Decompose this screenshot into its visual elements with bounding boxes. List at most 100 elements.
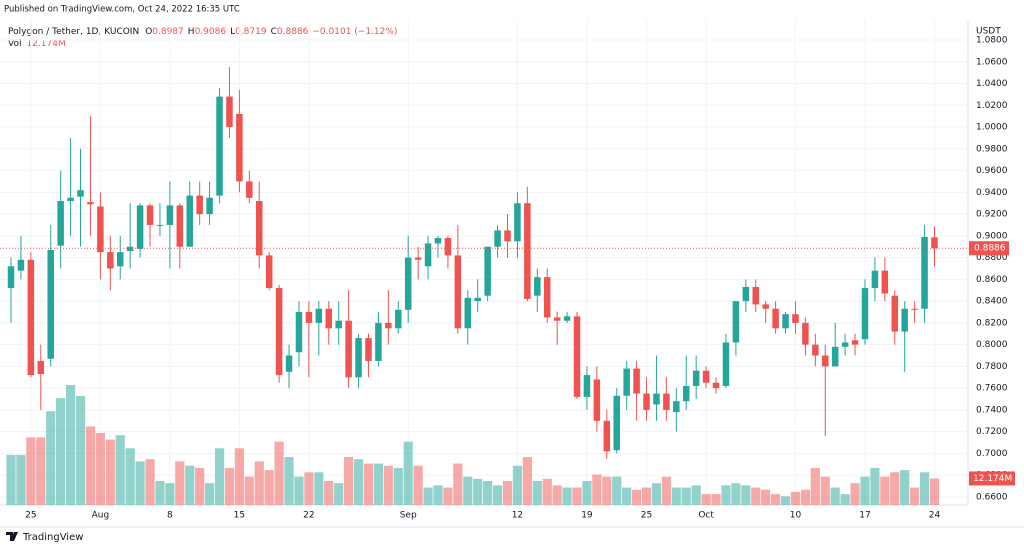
candle-body <box>275 288 283 376</box>
candle-body <box>246 181 253 198</box>
x-tick-label: Aug <box>92 511 110 521</box>
candle-body <box>315 308 323 323</box>
candle-body <box>583 375 591 397</box>
volume-bar <box>433 485 443 505</box>
volume-label: Vol <box>8 39 21 49</box>
candle-body <box>17 259 25 271</box>
volume-bar <box>95 433 105 505</box>
candle-body <box>692 370 700 386</box>
candle-body <box>682 385 690 402</box>
volume-bar <box>185 465 195 505</box>
candle-body <box>37 360 45 375</box>
candle-body <box>87 202 94 205</box>
candle-body <box>325 308 333 329</box>
published-note: Published on TradingView.com, Oct 24, 20… <box>4 5 240 15</box>
volume-bar <box>562 487 572 505</box>
volume-tag-label: 12.174M <box>973 474 1012 484</box>
candle-body <box>464 297 472 329</box>
volume-bar <box>274 441 284 505</box>
volume-bar <box>353 459 364 505</box>
candle-body <box>802 322 809 345</box>
volume-bar <box>403 441 413 505</box>
legend-label: L <box>230 27 235 37</box>
volume-bar <box>612 476 622 505</box>
volume-bar <box>36 437 46 505</box>
volume-bar <box>294 476 304 505</box>
candle-body <box>663 393 670 410</box>
y-tick-label: 1.0000 <box>976 123 1008 133</box>
candle-body <box>643 393 650 410</box>
candle-body <box>216 96 223 196</box>
candle-body <box>414 257 422 260</box>
volume-bar <box>850 483 860 505</box>
y-tick-label: 0.7600 <box>976 384 1008 394</box>
legend-value: 0.8987 <box>152 27 184 37</box>
candle-body <box>514 203 521 242</box>
y-tick-label: 0.8400 <box>976 297 1008 307</box>
volume-bar <box>284 457 294 505</box>
volume-bar <box>423 487 433 505</box>
volume-bar <box>880 476 890 505</box>
volume-bar <box>582 481 592 505</box>
candle-body <box>67 197 74 202</box>
volume-legend: Vol 12.174M <box>8 39 66 49</box>
volume-bar <box>870 467 880 505</box>
volume-bar <box>890 472 900 505</box>
volume-bar <box>701 494 711 505</box>
candle-body <box>305 311 313 323</box>
candle-body <box>136 205 144 249</box>
volume-bar <box>691 485 701 505</box>
candle-body <box>653 393 660 405</box>
volume-bar <box>46 411 56 505</box>
volume-bar <box>214 448 225 505</box>
volume-bar <box>383 465 393 505</box>
volume-bar <box>721 485 731 505</box>
candle-body <box>285 355 293 372</box>
candle-body <box>673 401 680 413</box>
volume-bar <box>125 448 135 505</box>
volume-bar <box>771 494 781 505</box>
volume-bar <box>65 385 76 505</box>
volume-bar <box>304 472 314 505</box>
volume-bar <box>324 481 334 505</box>
candle-body <box>891 295 899 332</box>
candle-body <box>931 237 938 249</box>
volume-bar <box>622 487 632 505</box>
candle-body <box>236 113 243 182</box>
volume-bar <box>800 489 810 505</box>
candle-body <box>404 257 412 310</box>
volume-bar <box>790 491 801 505</box>
x-tick-label: 17 <box>859 511 870 521</box>
y-tick-label: 0.6600 <box>976 492 1008 502</box>
volume-bar <box>641 487 652 505</box>
volume-bar <box>661 476 671 505</box>
volume-bar <box>344 457 354 505</box>
candle-body <box>156 224 164 226</box>
volume-bar <box>165 483 175 505</box>
y-tick-label: 0.9200 <box>976 210 1008 220</box>
volume-bar <box>85 426 96 505</box>
candle-body <box>752 286 759 305</box>
candle-body <box>7 266 15 289</box>
y-tick-label: 0.8200 <box>976 318 1008 328</box>
volume-bar <box>731 483 741 505</box>
price-tag <box>969 241 1009 256</box>
candle-body <box>782 314 789 329</box>
volume-bar <box>234 448 244 505</box>
candle-body <box>265 255 273 289</box>
candle-body <box>226 96 233 128</box>
volume-bar <box>314 472 324 505</box>
legend-value: 0.9086 <box>195 27 227 37</box>
candle-body <box>732 301 740 343</box>
candle-body <box>881 270 889 294</box>
y-tick-label: 0.9400 <box>976 188 1008 198</box>
legend-label: H <box>188 27 195 37</box>
candle-body <box>77 190 84 197</box>
candle-body <box>47 249 54 359</box>
volume-bar <box>244 476 254 505</box>
candle-body <box>762 304 769 309</box>
candle-body <box>553 317 561 321</box>
x-tick-label: 15 <box>234 511 245 521</box>
volume-bar <box>761 489 771 505</box>
